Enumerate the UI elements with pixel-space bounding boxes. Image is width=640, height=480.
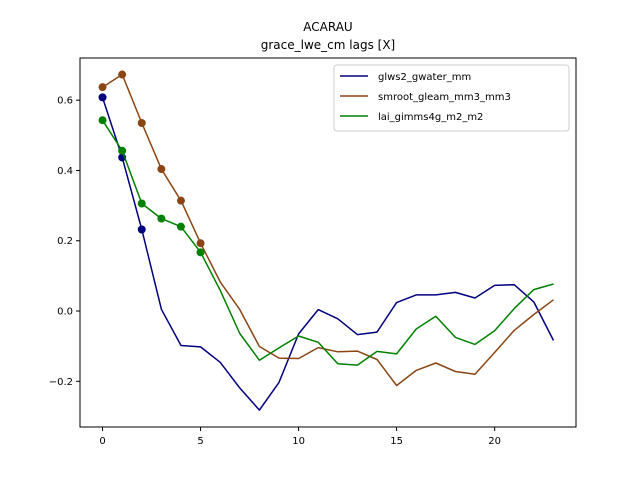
legend-label: glws2_gwater_mm: [378, 72, 471, 83]
data-point: [137, 225, 146, 234]
chart-subtitle: grace_lwe_cm lags [X]: [261, 38, 395, 52]
axes-layer: 0 5 10 15 20 −0.2 0.0 0.2 0.4 0.6: [49, 96, 501, 447]
data-point: [98, 116, 107, 125]
legend-label: smroot_gleam_mm3_mm3: [378, 92, 511, 103]
chart-title: ACARAU: [303, 20, 352, 34]
data-point: [176, 196, 185, 205]
data-point: [137, 119, 146, 128]
data-point: [137, 199, 146, 208]
legend: glws2_gwater_mm smroot_gleam_mm3_mm3 lai_g…: [333, 64, 570, 132]
y-tick-label: 0.0: [57, 307, 73, 318]
series-layer: [98, 70, 555, 411]
legend-frame: [333, 64, 570, 132]
x-tick-label: 10: [292, 436, 305, 447]
data-point: [118, 70, 127, 79]
data-point: [98, 93, 107, 102]
y-tick-label: 0.2: [57, 236, 73, 247]
data-point: [98, 83, 107, 92]
data-point: [157, 214, 166, 223]
y-tick-label: 0.6: [57, 96, 73, 107]
data-point: [157, 165, 166, 174]
data-point: [196, 248, 205, 257]
series-line: [102, 73, 554, 387]
y-tick-label: 0.4: [57, 166, 73, 177]
data-point: [118, 146, 127, 155]
series-lai_gimms4g_m2_m2: [98, 116, 554, 366]
legend-label: lai_gimms4g_m2_m2: [378, 112, 483, 123]
x-tick-label: 0: [99, 436, 105, 447]
data-point: [176, 222, 185, 231]
x-tick-label: 5: [197, 436, 203, 447]
y-tick-label: −0.2: [49, 377, 73, 388]
series-line: [101, 97, 555, 411]
plot-frame: [79, 57, 577, 428]
x-tick-label: 15: [390, 436, 403, 447]
x-tick-label: 20: [488, 436, 501, 447]
data-point: [196, 239, 205, 248]
series-smroot_gleam_mm3_mm3: [98, 70, 554, 387]
series-glws2_gwater_mm: [98, 93, 555, 411]
